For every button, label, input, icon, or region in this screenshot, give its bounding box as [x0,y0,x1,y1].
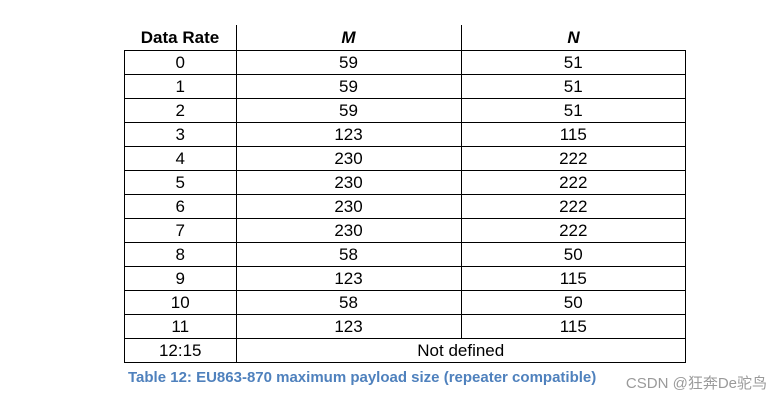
table-row: 5 230 222 [124,170,686,195]
table-row: 0 59 51 [124,50,686,75]
table-row: 10 58 50 [124,290,686,315]
table-cell: 51 [460,50,686,75]
table-cell: 59 [235,98,462,123]
table-cell: 1 [124,74,237,99]
table-row: 11 123 115 [124,314,686,339]
table-cell: 230 [235,218,462,243]
table-row: 3 123 115 [124,122,686,147]
table-cell: 11 [124,314,237,339]
table-cell: 59 [235,50,462,75]
table-cell: 10 [124,290,237,315]
table-cell: 50 [460,242,686,267]
table-cell: 50 [460,290,686,315]
table-cell: 58 [235,290,462,315]
table-cell: 222 [460,170,686,195]
table-cell: 8 [124,242,237,267]
watermark: CSDN @狂奔De驼鸟 [625,375,767,392]
table-cell: 115 [460,266,686,291]
table-cell: 115 [460,314,686,339]
table-cell: 51 [460,74,686,99]
table-cell: 3 [124,122,237,147]
table-cell: 123 [235,122,462,147]
header-cell: Data Rate [124,25,237,51]
table-cell: 230 [235,194,462,219]
header-cell: N [460,25,686,51]
header-cell: M [235,25,462,51]
table-cell: 0 [124,50,237,75]
table-cell: 230 [235,146,462,171]
table-cell: 222 [460,146,686,171]
table-row: 4 230 222 [124,146,686,171]
table-row: 6 230 222 [124,194,686,219]
table-cell: 58 [235,242,462,267]
table-row: 2 59 51 [124,98,686,123]
header-row: Data Rate M N [124,25,686,51]
table-cell: 6 [124,194,237,219]
table-cell: 123 [235,266,462,291]
table-cell: 222 [460,194,686,219]
table-cell: 7 [124,218,237,243]
table-cell: 222 [460,218,686,243]
table-row: 8 58 50 [124,242,686,267]
table-cell: 123 [235,314,462,339]
table-cell: 230 [235,170,462,195]
table-row: 9 123 115 [124,266,686,291]
table-caption: Table 12: EU863-870 maximum payload size… [128,369,597,386]
table-cell: Not defined [235,338,686,363]
table-cell: 115 [460,122,686,147]
table-cell: 12:15 [124,338,237,363]
table-cell: 59 [235,74,462,99]
table-row: 12:15 Not defined [124,338,686,363]
table-row: 7 230 222 [124,218,686,243]
table-cell: 51 [460,98,686,123]
table-cell: 2 [124,98,237,123]
table-cell: 4 [124,146,237,171]
payload-table: Data Rate M N 0 59 51 1 59 51 2 59 51 3 123 115 4 230 222… [124,25,686,363]
table-row: 1 59 51 [124,74,686,99]
table-cell: 5 [124,170,237,195]
table-cell: 9 [124,266,237,291]
